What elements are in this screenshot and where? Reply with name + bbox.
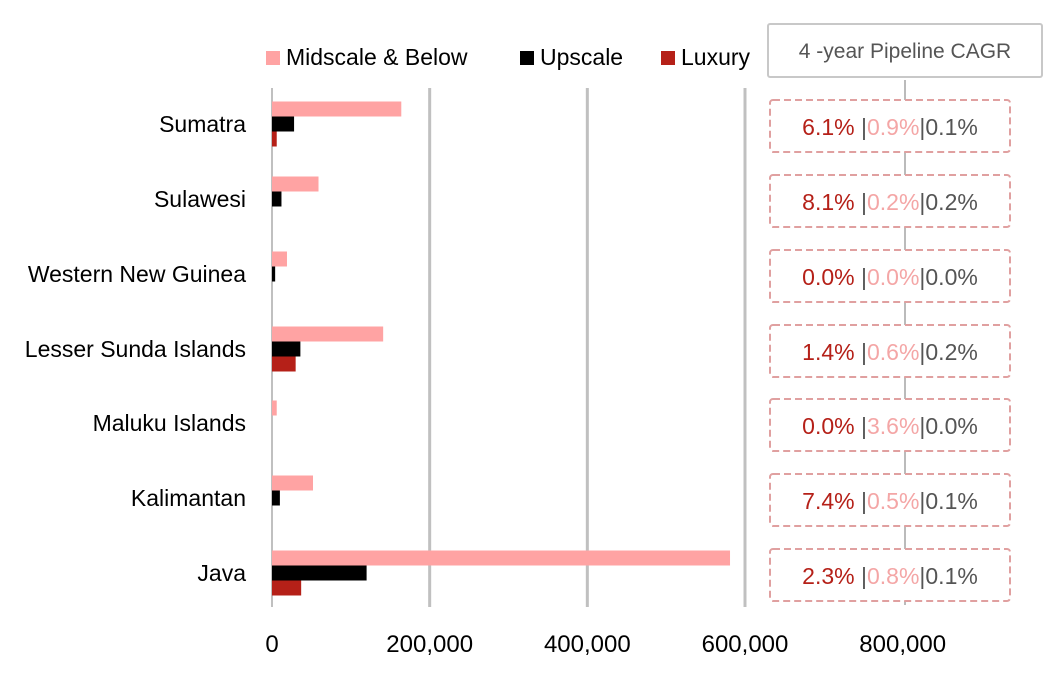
cagr-luxury: 2.3% xyxy=(802,563,861,589)
cagr-separator: | xyxy=(861,339,867,365)
cagr-separator: | xyxy=(861,413,867,439)
cagr-separator: | xyxy=(861,114,867,140)
bar xyxy=(272,116,295,132)
cagr-midscale: 0.6% xyxy=(867,339,919,365)
bar xyxy=(272,176,319,192)
cagr-upscale: 0.0% xyxy=(925,413,977,439)
cagr-midscale: 0.8% xyxy=(867,563,919,589)
cagr-luxury: 7.4% xyxy=(802,488,861,514)
cagr-separator: | xyxy=(919,488,925,514)
bar xyxy=(272,341,301,357)
cagr-separator: | xyxy=(861,264,867,290)
legend-swatch xyxy=(661,51,675,65)
cagr-upscale: 0.2% xyxy=(925,339,977,365)
bar xyxy=(272,326,384,342)
cagr-row: 7.4% |0.5%|0.1% xyxy=(802,488,978,514)
x-tick-label: 0 xyxy=(265,631,278,658)
cagr-row: 2.3% |0.8%|0.1% xyxy=(802,563,978,589)
cagr-luxury: 0.0% xyxy=(802,413,861,439)
legend-swatch xyxy=(520,51,534,65)
category-label: Maluku Islands xyxy=(93,410,246,436)
cagr-midscale: 0.9% xyxy=(867,114,919,140)
cagr-upscale: 0.2% xyxy=(925,189,977,215)
bar xyxy=(272,191,282,207)
cagr-row-box xyxy=(769,548,1011,602)
cagr-title: 4 -year Pipeline CAGR xyxy=(799,40,1011,63)
cagr-midscale: 0.0% xyxy=(867,264,919,290)
cagr-upscale: 0.1% xyxy=(925,488,977,514)
bar xyxy=(272,400,277,416)
x-tick-label: 600,000 xyxy=(702,631,789,658)
bar xyxy=(272,565,367,581)
cagr-luxury: 0.0% xyxy=(802,264,861,290)
cagr-upscale: 0.0% xyxy=(925,264,977,290)
bars xyxy=(272,101,731,596)
x-tick-label: 400,000 xyxy=(544,631,631,658)
cagr-row-box xyxy=(769,249,1011,303)
cagr-separator: | xyxy=(861,488,867,514)
bar xyxy=(272,356,296,372)
cagr-row: 0.0% |3.6%|0.0% xyxy=(802,413,978,439)
bar xyxy=(272,550,731,566)
legend-label: Upscale xyxy=(540,44,623,70)
cagr-separator: | xyxy=(861,189,867,215)
cagr-title-box xyxy=(767,23,1043,78)
bar xyxy=(272,580,302,596)
cagr-row-box xyxy=(769,99,1011,153)
cagr-upscale: 0.1% xyxy=(925,563,977,589)
legend-label: Luxury xyxy=(681,44,751,70)
category-labels: Sumatra Sulawesi Western New Guinea Lesser … xyxy=(25,111,246,586)
cagr-separator: | xyxy=(919,114,925,140)
category-label: Kalimantan xyxy=(131,485,246,511)
cagr-row-box xyxy=(769,324,1011,378)
legend: Midscale & Below Upscale Luxury xyxy=(266,44,751,70)
bar xyxy=(272,475,313,491)
cagr-separator: | xyxy=(919,339,925,365)
gridlines xyxy=(271,88,747,607)
cagr-row: 8.1% |0.2%|0.2% xyxy=(802,189,978,215)
cagr-upscale: 0.1% xyxy=(925,114,977,140)
cagr-row-box xyxy=(769,174,1011,228)
bar xyxy=(272,251,287,267)
category-label: Java xyxy=(197,560,246,586)
cagr-separator: | xyxy=(919,189,925,215)
cagr-separator: | xyxy=(861,563,867,589)
category-label: Western New Guinea xyxy=(28,261,246,287)
cagr-separator: | xyxy=(919,413,925,439)
cagr-luxury: 1.4% xyxy=(802,339,861,365)
category-label: Sumatra xyxy=(159,111,246,137)
cagr-midscale: 3.6% xyxy=(867,413,919,439)
cagr-row-box xyxy=(769,398,1011,452)
category-label: Sulawesi xyxy=(154,186,246,212)
cagr-midscale: 0.2% xyxy=(867,189,919,215)
cagr-luxury: 8.1% xyxy=(802,189,861,215)
cagr-midscale: 0.5% xyxy=(867,488,919,514)
cagr-row: 6.1% |0.9%|0.1% xyxy=(802,114,978,140)
cagr-row: 0.0% |0.0%|0.0% xyxy=(802,264,978,290)
bar xyxy=(272,101,402,117)
x-tick-label: 800,000 xyxy=(859,631,946,658)
category-label: Lesser Sunda Islands xyxy=(25,336,246,362)
x-tick-labels: 0 200,000 400,000 600,000 800,000 xyxy=(265,631,946,658)
legend-swatch xyxy=(266,51,280,65)
cagr-row: 1.4% |0.6%|0.2% xyxy=(802,339,978,365)
bar xyxy=(272,266,276,282)
legend-label: Midscale & Below xyxy=(286,44,468,70)
bar xyxy=(272,490,280,506)
cagr-row-box xyxy=(769,473,1011,527)
bar xyxy=(272,131,277,147)
cagr-separator: | xyxy=(919,264,925,290)
cagr-luxury: 6.1% xyxy=(802,114,861,140)
x-tick-label: 200,000 xyxy=(386,631,473,658)
cagr-separator: | xyxy=(919,563,925,589)
